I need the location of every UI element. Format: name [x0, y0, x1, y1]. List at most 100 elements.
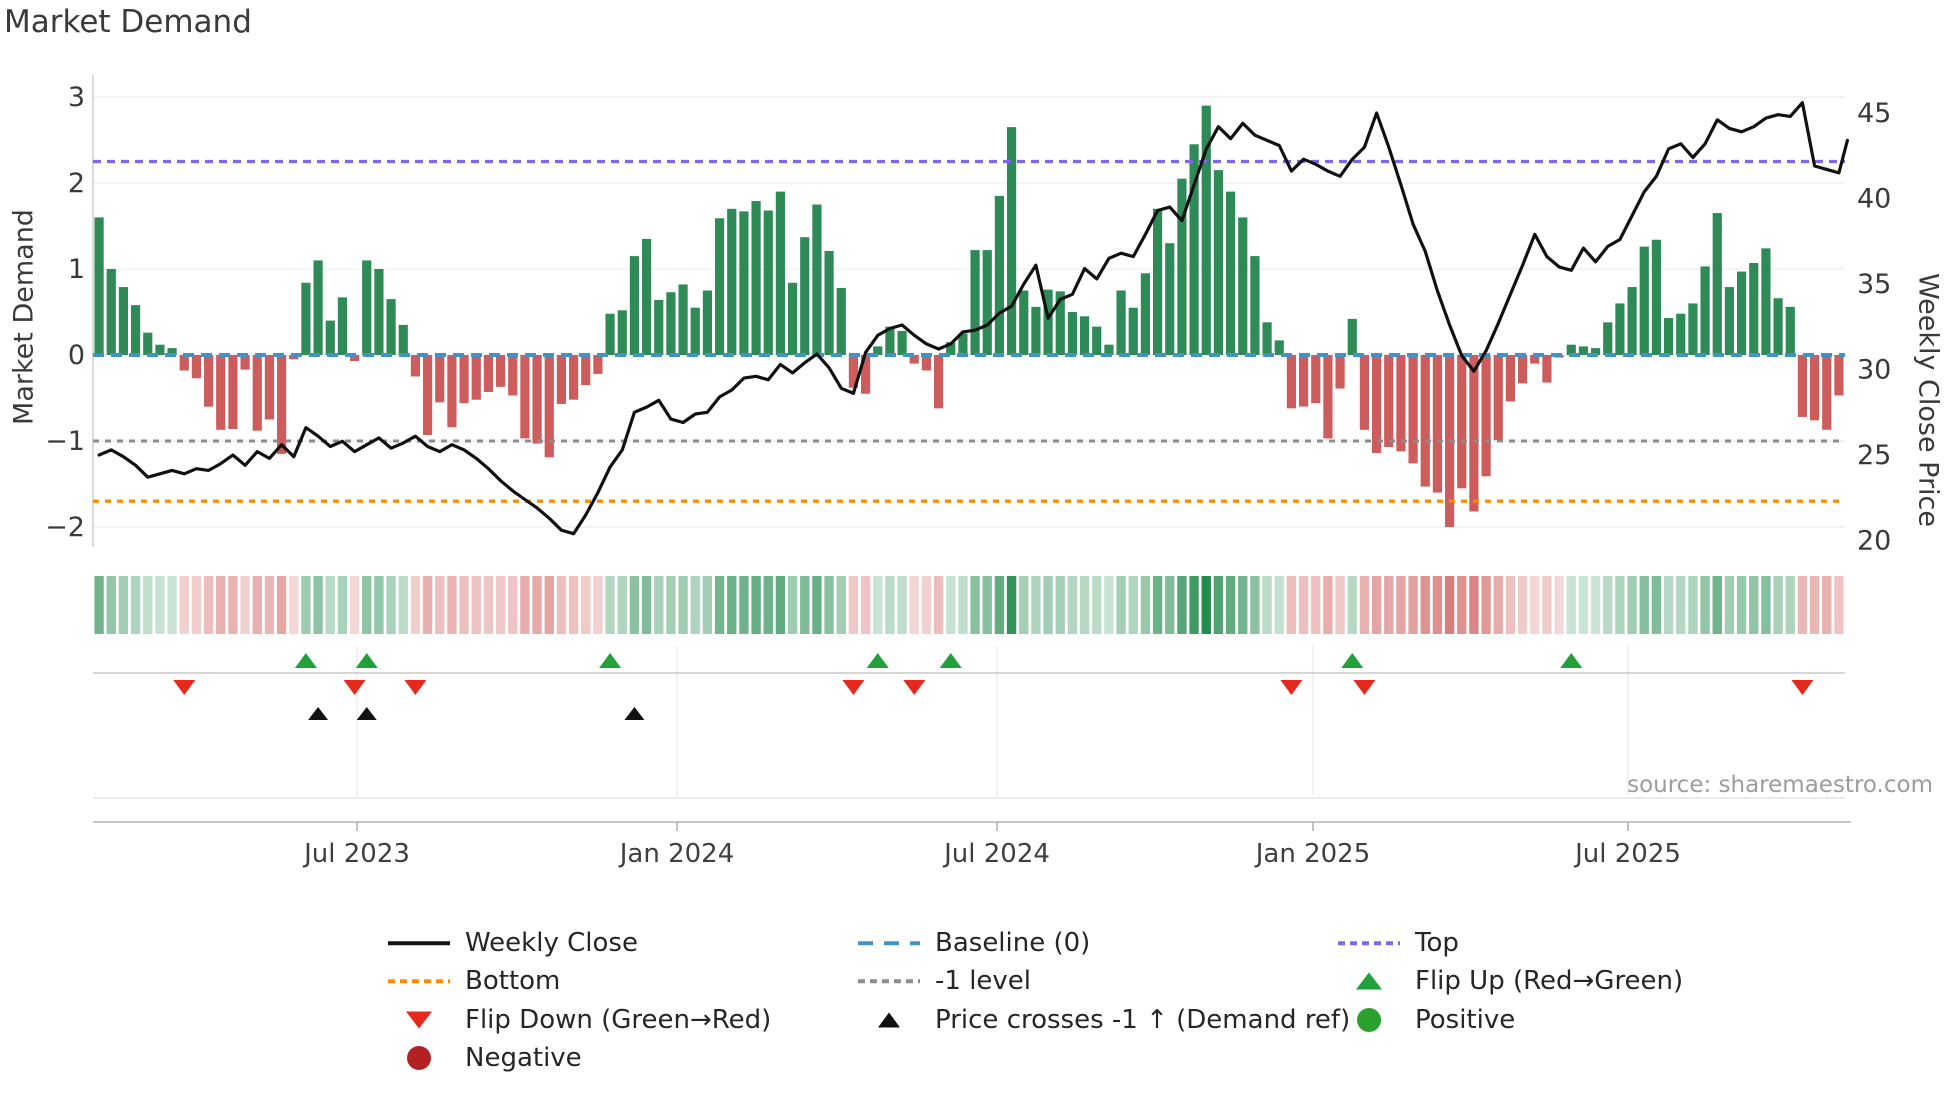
demand-bar-negative: [860, 355, 871, 394]
legend-item: Bottom: [388, 962, 560, 1000]
demand-bar-negative: [909, 355, 919, 364]
heatmap-cell: [1323, 576, 1333, 634]
heatmap-cell: [179, 576, 189, 634]
heatmap-cell: [1019, 576, 1029, 634]
heatmap-cell: [1481, 576, 1491, 634]
demand-bar-positive: [958, 333, 968, 355]
heatmap-cell: [654, 576, 664, 634]
legend-item: Positive: [1338, 1001, 1515, 1039]
heatmap-cell: [1639, 576, 1649, 634]
legend-label: Negative: [465, 1043, 582, 1073]
demand-bar-positive: [155, 344, 165, 355]
heatmap-cell: [240, 576, 250, 634]
legend-item: Baseline (0): [858, 924, 1090, 962]
heatmap-cell: [909, 576, 919, 634]
heatmap-cell: [1505, 576, 1516, 634]
demand-bar-positive: [337, 297, 348, 355]
demand-bar-negative: [483, 355, 494, 392]
heatmap-cell: [1530, 576, 1540, 634]
heatmap-cell: [617, 576, 627, 634]
heatmap-cell: [1384, 576, 1394, 634]
heatmap-cell: [1651, 576, 1662, 634]
heatmap-cell: [787, 576, 798, 634]
legend-item: Weekly Close: [388, 924, 638, 962]
price-cross-marker: [308, 707, 329, 720]
demand-bar-negative: [349, 355, 360, 362]
demand-bar-positive: [751, 201, 761, 355]
heatmap-cell: [1092, 576, 1102, 634]
x-axis-tick-label: Jul 2024: [942, 839, 1050, 869]
heatmap-cell: [641, 576, 652, 634]
demand-bar-negative: [289, 355, 299, 360]
demand-bar-negative: [921, 355, 932, 371]
legend-item: -1 level: [858, 962, 1031, 1000]
heatmap-cell: [1298, 576, 1309, 634]
heatmap-cell: [800, 576, 810, 634]
demand-bar-positive: [1213, 170, 1224, 355]
heatmap-cell: [325, 576, 335, 634]
heatmap-cell: [1688, 576, 1698, 634]
demand-bar-positive: [1201, 105, 1211, 355]
heatmap-cell: [885, 576, 895, 634]
demand-bar-positive: [1578, 346, 1589, 355]
demand-bar-positive: [739, 211, 749, 355]
heatmap-cell: [94, 576, 104, 634]
flip-down-marker: [842, 680, 865, 695]
x-axis-tick-label: Jan 2025: [1254, 839, 1371, 869]
demand-bar-positive: [824, 250, 834, 355]
heatmap-cell: [1663, 576, 1674, 634]
demand-bar-positive: [678, 284, 688, 355]
demand-bar-positive: [167, 348, 177, 355]
heatmap-cell: [994, 576, 1005, 634]
demand-bar-positive: [143, 332, 153, 355]
heatmap-cell: [812, 576, 822, 634]
demand-bar-positive: [1773, 298, 1783, 355]
flip-up-marker: [355, 653, 378, 668]
heatmap-cell: [544, 576, 554, 634]
demand-bar-positive: [1615, 303, 1625, 355]
legend-item: Price crosses -1 ↑ (Demand ref): [858, 1001, 1350, 1039]
heatmap-cell: [1286, 576, 1297, 634]
right-axis-tick: 20: [1857, 526, 1891, 557]
heatmap-cell: [714, 576, 725, 634]
demand-bar-positive: [654, 299, 664, 355]
demand-bar-negative: [1542, 355, 1552, 383]
heatmap-cell: [447, 576, 457, 634]
right-axis-tick: 30: [1857, 355, 1891, 386]
heatmap-cell: [1700, 576, 1710, 634]
tri-up-green-icon: [1338, 968, 1400, 994]
heatmap-cell: [1079, 576, 1090, 634]
heatmap-cell: [483, 576, 494, 634]
heatmap-cell: [374, 576, 384, 634]
heatmap-cell: [1274, 576, 1284, 634]
demand-bar-positive: [1736, 271, 1747, 355]
demand-bar-negative: [593, 355, 603, 374]
heatmap-cell: [1676, 576, 1686, 634]
demand-bar-positive: [106, 269, 116, 355]
heatmap-cell: [1055, 576, 1065, 634]
left-axis-tick: 2: [68, 168, 85, 199]
heatmap-cell: [1773, 576, 1783, 634]
demand-bar-positive: [1590, 348, 1601, 355]
demand-bar-negative: [1469, 355, 1479, 512]
legend-item: Flip Down (Green→Red): [388, 1001, 771, 1039]
demand-bar-positive: [641, 238, 652, 355]
heatmap-cell: [848, 576, 859, 634]
demand-bar-positive: [1274, 340, 1284, 355]
heatmap-cell: [1493, 576, 1503, 634]
heatmap-cell: [1566, 576, 1576, 634]
heatmap-cell: [751, 576, 761, 634]
heatmap-cell: [1517, 576, 1528, 634]
demand-bar-positive: [1688, 303, 1698, 355]
demand-bar-positive: [1663, 318, 1674, 355]
flip-up-marker: [1341, 653, 1364, 668]
heatmap-cell: [1140, 576, 1151, 634]
demand-bar-positive: [605, 313, 615, 355]
demand-bar-negative: [203, 355, 214, 407]
heatmap-cell: [1201, 576, 1211, 634]
flip-up-marker: [599, 653, 622, 668]
heatmap-cell: [1432, 576, 1443, 634]
demand-bar-positive: [1055, 291, 1065, 355]
demand-bar-negative: [495, 355, 506, 387]
